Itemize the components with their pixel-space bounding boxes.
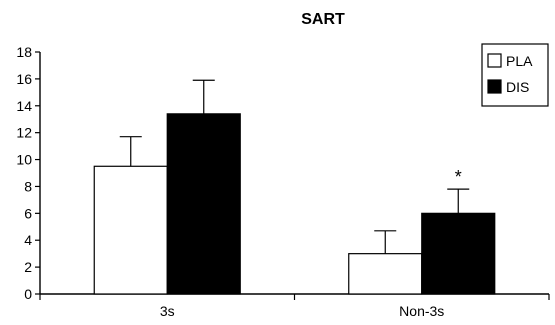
x-category-label: Non-3s (399, 303, 444, 319)
significance-marker: * (455, 167, 462, 187)
y-tick-label: 14 (16, 98, 32, 114)
legend-swatch-pla (487, 53, 502, 68)
x-category-label: 3s (160, 303, 175, 319)
legend-label-pla: PLA (506, 53, 533, 69)
bar-pla-non-3s (348, 253, 423, 295)
y-tick-label: 6 (24, 205, 32, 221)
bar-pla-3s (93, 165, 168, 295)
y-tick-label: 12 (16, 125, 32, 141)
y-tick-label: 8 (24, 178, 32, 194)
bars: * (93, 79, 496, 295)
y-tick-label: 4 (24, 232, 32, 248)
y-tick-label: 0 (24, 286, 32, 302)
bar-dis-3s (166, 113, 241, 295)
y-tick-label: 10 (16, 152, 32, 168)
legend-label-dis: DIS (506, 79, 529, 95)
chart-title: SART (301, 11, 345, 28)
y-tick-label: 2 (24, 259, 32, 275)
y-tick-label: 18 (16, 44, 32, 60)
y-tick-label: 16 (16, 71, 32, 87)
legend: PLA DIS (481, 43, 549, 107)
legend-swatch-dis (487, 79, 502, 94)
bar-dis-non-3s (421, 212, 496, 295)
